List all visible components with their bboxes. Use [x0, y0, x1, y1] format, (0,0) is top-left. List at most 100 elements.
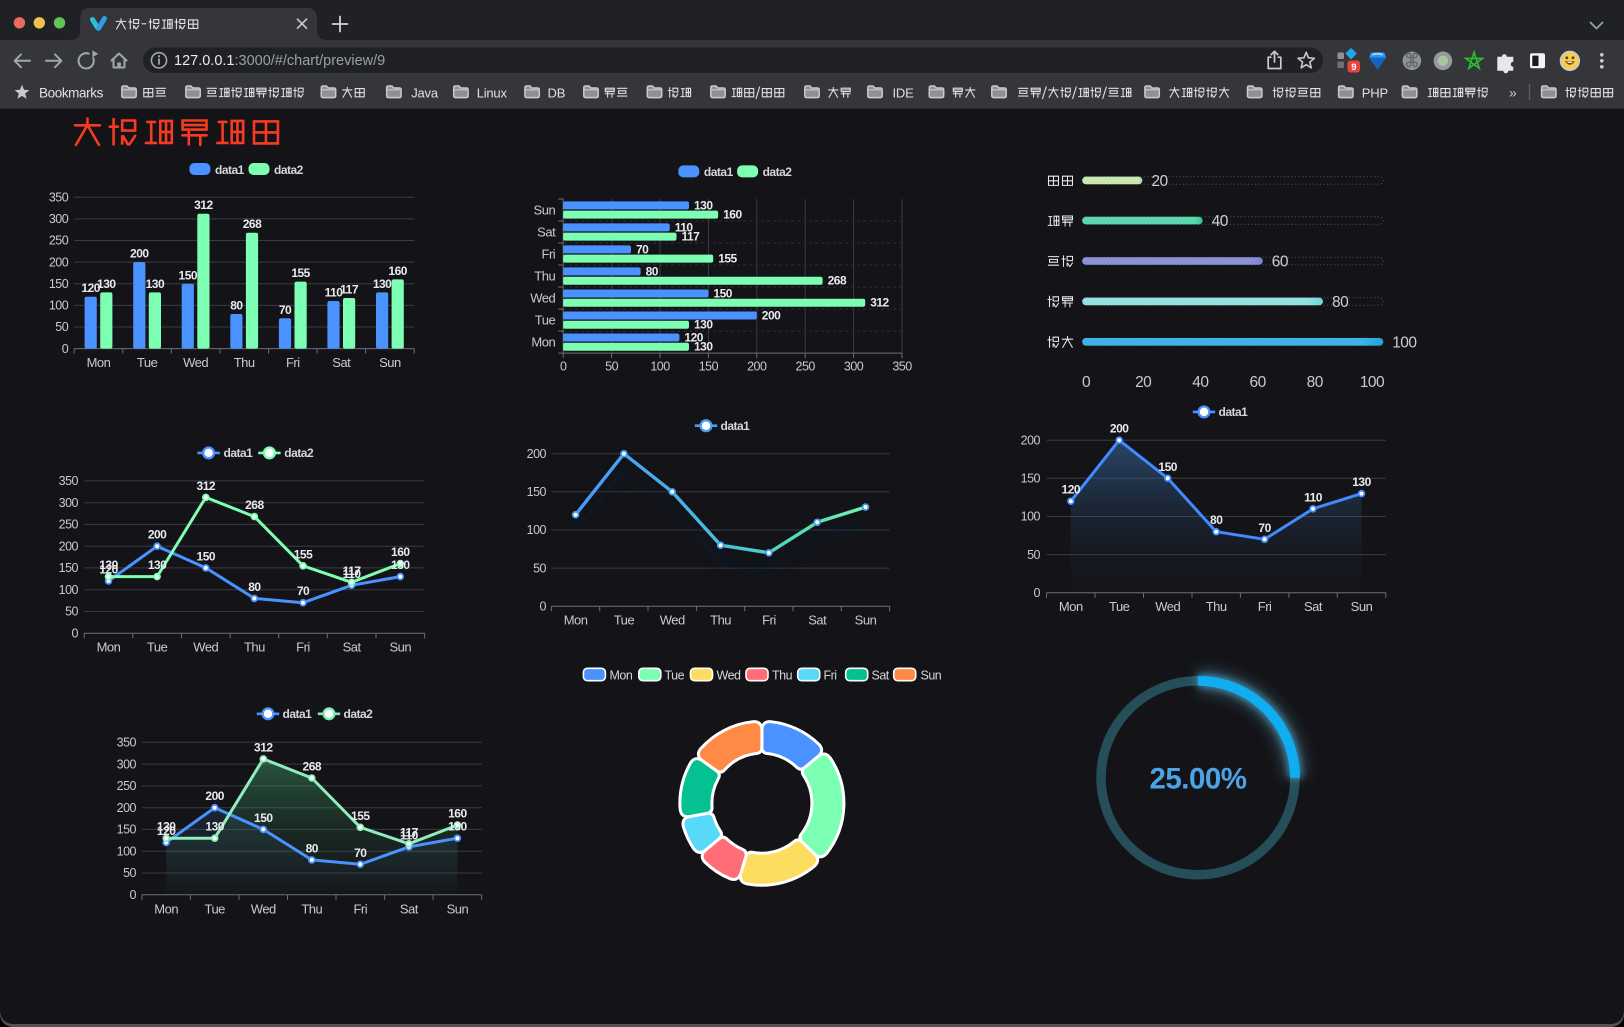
svg-text:Tue: Tue	[535, 313, 556, 328]
svg-text:0: 0	[72, 626, 79, 640]
svg-text:20: 20	[1151, 173, 1168, 190]
svg-text:9: 9	[1351, 62, 1356, 73]
svg-text:268: 268	[245, 498, 264, 512]
svg-text:150: 150	[59, 561, 79, 575]
svg-text:200: 200	[527, 447, 547, 461]
svg-text:Mon: Mon	[610, 668, 633, 682]
svg-text:0: 0	[560, 360, 567, 374]
svg-text:DB: DB	[548, 85, 566, 100]
svg-text:data1: data1	[721, 419, 751, 433]
svg-text:0: 0	[1082, 374, 1091, 391]
svg-text:80: 80	[248, 580, 261, 594]
svg-text:Thu: Thu	[234, 355, 255, 370]
svg-text:Java: Java	[411, 85, 439, 100]
svg-text:Tue: Tue	[614, 613, 635, 628]
svg-text:300: 300	[49, 212, 69, 226]
svg-text:20: 20	[1135, 374, 1152, 391]
svg-text:350: 350	[49, 191, 69, 205]
svg-text:130: 130	[1352, 475, 1371, 489]
svg-text:50: 50	[65, 605, 78, 619]
svg-text:312: 312	[254, 740, 273, 754]
svg-text:110: 110	[400, 828, 419, 842]
svg-text:80: 80	[1332, 294, 1349, 311]
svg-text:150: 150	[1158, 460, 1177, 474]
svg-text:130: 130	[448, 820, 467, 834]
svg-text:117: 117	[400, 825, 419, 839]
svg-text:Sat: Sat	[808, 613, 827, 628]
svg-text:Sun: Sun	[389, 640, 411, 655]
svg-text:155: 155	[291, 266, 310, 280]
svg-text:60: 60	[1272, 254, 1289, 271]
svg-text:70: 70	[1258, 521, 1271, 535]
svg-text:80: 80	[1307, 374, 1324, 391]
svg-text:data1: data1	[224, 446, 254, 460]
svg-text:150: 150	[713, 286, 732, 300]
svg-text:60: 60	[1249, 374, 1266, 391]
svg-text:Mon: Mon	[531, 335, 555, 350]
svg-text:100: 100	[1360, 374, 1385, 391]
svg-text:200: 200	[205, 789, 224, 803]
svg-text:110: 110	[343, 567, 362, 581]
svg-text:130: 130	[694, 318, 713, 332]
svg-text:117: 117	[682, 229, 701, 243]
svg-text:160: 160	[448, 807, 467, 821]
svg-text:155: 155	[718, 251, 737, 265]
svg-text:50: 50	[605, 360, 618, 374]
svg-text:80: 80	[1210, 513, 1223, 527]
svg-text:70: 70	[279, 303, 292, 317]
svg-text:0: 0	[62, 342, 69, 356]
svg-text:160: 160	[723, 207, 742, 221]
svg-text:100: 100	[49, 299, 69, 313]
svg-text:Wed: Wed	[183, 355, 208, 370]
svg-text:100: 100	[1392, 334, 1417, 351]
svg-text:120: 120	[1062, 483, 1081, 497]
svg-text:200: 200	[130, 247, 149, 261]
svg-text:Thu: Thu	[534, 269, 555, 284]
svg-text:Sat: Sat	[332, 355, 351, 370]
svg-text:IDE: IDE	[893, 85, 915, 100]
svg-text:127.0.0.1:3000/#/chart/preview: 127.0.0.1:3000/#/chart/preview/9	[174, 53, 385, 69]
svg-text:70: 70	[354, 846, 367, 860]
svg-text:Sun: Sun	[855, 613, 877, 628]
svg-text:120: 120	[81, 281, 100, 295]
svg-text:130: 130	[99, 558, 118, 572]
svg-text:117: 117	[340, 283, 359, 297]
svg-text:Fri: Fri	[1258, 599, 1272, 614]
svg-text:Sun: Sun	[534, 203, 556, 218]
svg-text:130: 130	[157, 820, 176, 834]
svg-text:300: 300	[117, 757, 137, 771]
svg-text:130: 130	[391, 558, 410, 572]
svg-text:160: 160	[388, 264, 407, 278]
svg-text:100: 100	[527, 523, 547, 537]
svg-text:Sun: Sun	[921, 668, 942, 682]
svg-text:160: 160	[391, 545, 410, 559]
svg-text:150: 150	[527, 485, 547, 499]
svg-text:Wed: Wed	[1155, 599, 1180, 614]
svg-text:150: 150	[179, 268, 198, 282]
svg-text:»: »	[1509, 85, 1517, 101]
svg-text:Sat: Sat	[872, 668, 890, 682]
svg-text:100: 100	[59, 583, 79, 597]
svg-text:0: 0	[540, 599, 547, 613]
svg-text:Tue: Tue	[204, 901, 225, 916]
svg-text:50: 50	[533, 561, 546, 575]
svg-text:Sat: Sat	[537, 225, 556, 240]
svg-text:data1: data1	[283, 707, 313, 721]
svg-text:130: 130	[148, 558, 167, 572]
svg-text:150: 150	[699, 360, 719, 374]
svg-text:130: 130	[373, 277, 392, 291]
svg-text:Linux: Linux	[477, 85, 508, 100]
svg-text:200: 200	[1021, 433, 1041, 447]
svg-text:Sun: Sun	[379, 355, 401, 370]
svg-text:Fri: Fri	[353, 901, 367, 916]
svg-text:Wed: Wed	[717, 668, 742, 682]
svg-text:Thu: Thu	[244, 640, 265, 655]
svg-text:Sat: Sat	[343, 640, 362, 655]
svg-text:50: 50	[55, 320, 68, 334]
svg-text:200: 200	[762, 308, 781, 322]
svg-text:130: 130	[97, 277, 116, 291]
svg-text:0: 0	[130, 888, 137, 902]
svg-text:110: 110	[675, 220, 694, 234]
svg-text:350: 350	[59, 474, 79, 488]
svg-text:50: 50	[1027, 548, 1040, 562]
